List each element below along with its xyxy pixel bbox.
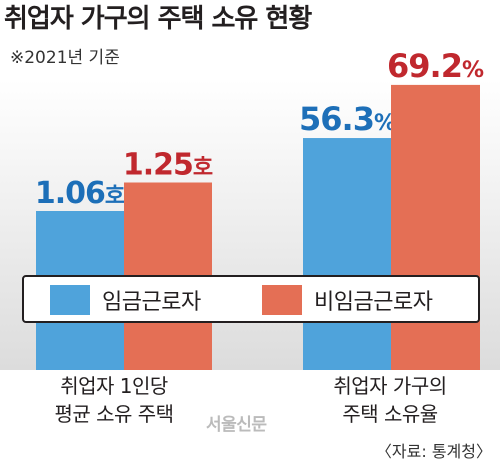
chart-title: 취업자 가구의 주택 소유 현황	[4, 4, 312, 34]
data-label-wage-0: 1.06호	[35, 176, 125, 211]
legend: 임금근로자 비임금근로자	[22, 275, 480, 323]
data-label-nonwage-0: 1.25호	[123, 148, 213, 183]
chart-subtitle: ※2021년 기준	[10, 48, 120, 68]
category-label-line: 평균 소유 주택	[54, 402, 174, 426]
watermark: 서울신문	[206, 415, 267, 435]
legend-label-nonwage: 비임금근로자	[314, 290, 433, 315]
legend-label-wage: 임금근로자	[102, 290, 201, 315]
legend-swatch-wage	[50, 285, 90, 315]
data-label-wage-1: 56.3%	[299, 100, 396, 138]
bar-nonwage-1	[391, 84, 480, 370]
legend-item-nonwage: 비임금근로자	[262, 285, 433, 315]
category-label-line: 주택 소유율	[342, 402, 438, 426]
data-label-nonwage-1: 69.2%	[387, 47, 484, 85]
legend-swatch-nonwage	[262, 285, 302, 315]
source-note: 〈자료: 통계청〉	[375, 442, 492, 461]
category-label-line: 취업자 가구의	[333, 374, 447, 398]
bar-wage-1	[303, 138, 392, 370]
legend-item-wage: 임금근로자	[50, 285, 201, 315]
category-label-line: 취업자 1인당	[60, 374, 168, 398]
